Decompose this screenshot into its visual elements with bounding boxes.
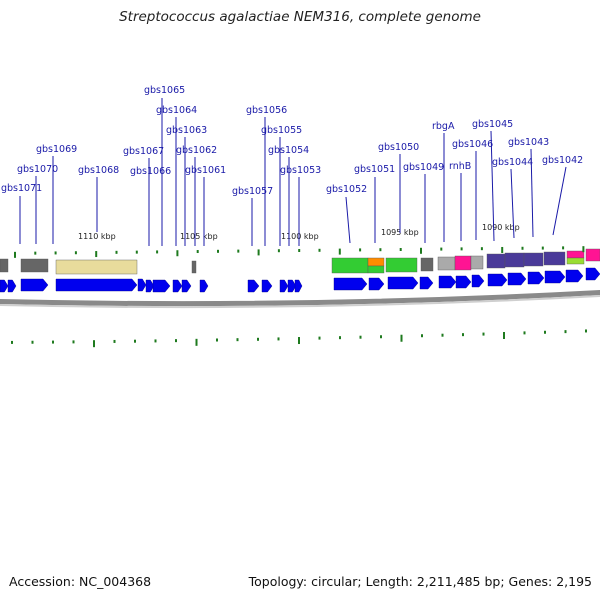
gene-label-line xyxy=(552,166,567,236)
cog-box xyxy=(367,257,385,267)
gene-arrow xyxy=(20,278,49,292)
gene-label: gbs1055 xyxy=(261,125,302,136)
gene-label: gbs1063 xyxy=(166,125,207,136)
gene-arrow xyxy=(279,279,289,293)
gene-label: gbs1054 xyxy=(268,145,309,156)
gene-label: gbs1070 xyxy=(17,164,58,175)
gene-arrow xyxy=(181,279,192,293)
backbone-layer xyxy=(0,290,600,309)
cog-box xyxy=(585,248,600,262)
gene-label-line xyxy=(490,130,495,242)
gene-label: gbs1071 xyxy=(1,183,42,194)
topology-text: Topology: circular; Length: 2,211,485 bp… xyxy=(248,574,592,589)
cog-box xyxy=(486,253,506,269)
tick-marks xyxy=(11,246,587,348)
gene-arrow xyxy=(145,279,155,293)
map-title: Streptococcus agalactiae NEM316, complet… xyxy=(119,9,481,25)
cog-box xyxy=(566,250,585,259)
gene-arrow xyxy=(333,277,368,291)
backbone-shadow xyxy=(0,295,600,309)
gene-label-line xyxy=(530,148,534,238)
gene-arrow xyxy=(172,279,183,293)
kbp-label: 1105 kbp xyxy=(180,232,218,241)
gene-label: gbs1057 xyxy=(232,186,273,197)
gene-label-line xyxy=(345,196,351,244)
gene-arrow xyxy=(585,267,600,281)
gene-arrow xyxy=(0,279,9,293)
gene-label: gbs1049 xyxy=(403,162,444,173)
gene-label: gbs1066 xyxy=(130,166,171,177)
gene-arrow xyxy=(487,273,508,287)
gene-label: gbs1045 xyxy=(472,119,513,130)
gene-label: gbs1067 xyxy=(123,146,164,157)
cog-box xyxy=(420,257,434,272)
gene-arrow xyxy=(137,278,147,292)
gene-arrow xyxy=(368,277,385,291)
cog-layer xyxy=(0,248,600,275)
cog-box xyxy=(20,258,49,273)
gene-arrow xyxy=(294,279,303,293)
gene-label: gbs1046 xyxy=(452,139,493,150)
gene-label-line xyxy=(510,168,515,239)
kbp-label: 1100 kbp xyxy=(281,232,319,241)
gene-arrow xyxy=(527,271,545,285)
cog-box xyxy=(367,265,385,274)
cog-box xyxy=(454,255,472,271)
gene-label: gbs1053 xyxy=(280,165,321,176)
gene-label: gbs1062 xyxy=(176,145,217,156)
gene-arrow xyxy=(55,278,138,292)
gene-label: gbs1068 xyxy=(78,165,119,176)
cog-box xyxy=(523,252,544,267)
gene-label: gbs1052 xyxy=(326,184,367,195)
gene-label: rbgA xyxy=(432,121,455,132)
cog-box xyxy=(470,255,484,270)
cog-box xyxy=(55,259,138,275)
gene-arrow xyxy=(261,279,273,293)
gene-label: gbs1050 xyxy=(378,142,419,153)
accession-text: Accession: NC_004368 xyxy=(9,574,152,589)
gene-label: gbs1042 xyxy=(542,155,583,166)
gene-arrow xyxy=(471,274,485,288)
cog-box xyxy=(437,256,456,271)
gene-label: rnhB xyxy=(449,161,471,172)
cog-box xyxy=(504,252,525,268)
cog-box xyxy=(0,258,9,273)
cog-box xyxy=(566,257,585,265)
gene-arrow xyxy=(565,269,584,283)
cog-box xyxy=(385,257,418,273)
gene-label: gbs1051 xyxy=(354,164,395,175)
gene-arrow xyxy=(247,279,260,293)
gene-label: gbs1065 xyxy=(144,85,185,96)
gene-arrow xyxy=(438,275,457,289)
forward-strand xyxy=(0,267,600,293)
kbp-label: 1110 kbp xyxy=(78,232,116,241)
gene-label: gbs1064 xyxy=(156,105,197,116)
gene-arrow xyxy=(419,276,434,290)
gene-arrow xyxy=(7,279,17,293)
gene-label: gbs1061 xyxy=(185,165,226,176)
backbone-arc xyxy=(0,290,600,307)
gene-label: gbs1044 xyxy=(492,157,533,168)
gene-arrow xyxy=(544,270,566,284)
gene-arrow xyxy=(507,272,527,286)
gene-label: gbs1043 xyxy=(508,137,549,148)
gene-arrow xyxy=(287,279,297,293)
gene-arrow xyxy=(387,276,419,290)
gene-arrow xyxy=(455,275,472,289)
gene-arrow xyxy=(152,279,171,293)
cog-box xyxy=(543,251,566,266)
gene-arrow xyxy=(199,279,209,293)
cog-box xyxy=(191,260,197,274)
kbp-label: 1090 kbp xyxy=(482,223,520,232)
gene-label: gbs1069 xyxy=(36,144,77,155)
gene-label: gbs1056 xyxy=(246,105,287,116)
cog-box xyxy=(331,257,369,274)
